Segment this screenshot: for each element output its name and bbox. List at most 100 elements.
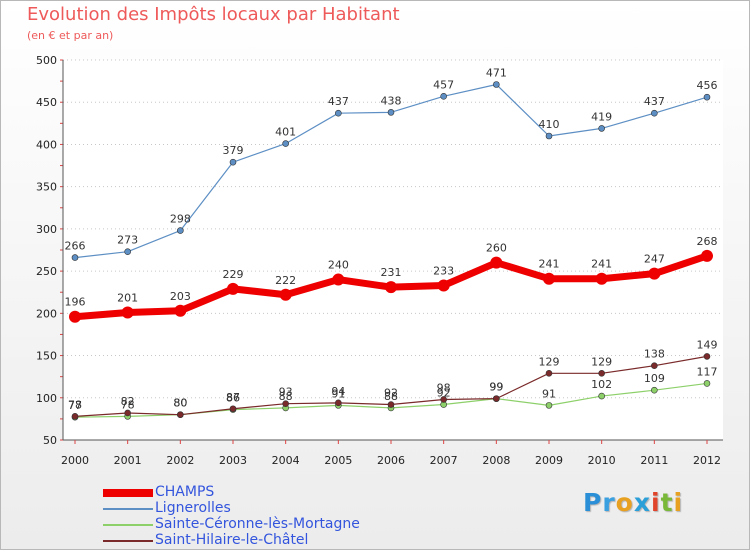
y-tick-label: 150 [36,350,57,363]
y-tick-label: 350 [36,181,57,194]
data-label: 87 [226,391,240,404]
data-point [177,227,184,234]
data-point [335,109,342,117]
data-label: 471 [486,66,507,79]
data-point [545,369,553,377]
x-tick-label: 2012 [693,454,721,467]
legend-item: Sainte-Céronne-lès-Mortagne [103,516,403,532]
x-tick-label: 2008 [482,454,510,467]
data-point [279,288,292,301]
data-label: 379 [223,144,244,157]
data-point [387,401,395,408]
data-point [493,395,500,402]
data-label: 99 [489,381,503,394]
data-label: 457 [433,78,454,91]
y-tick-label: 250 [36,265,57,278]
y-tick-label: 50 [43,434,57,447]
data-label: 437 [644,95,665,108]
data-label: 102 [591,378,612,391]
data-label: 233 [433,264,454,277]
x-tick-label: 2000 [61,454,89,467]
data-point [174,304,187,317]
data-point [598,125,605,132]
legend: CHAMPS Lignerolles Sainte-Céronne-lès-Mort… [103,484,403,548]
data-point [121,306,134,319]
data-label: 456 [697,79,718,92]
data-label: 419 [591,110,612,123]
data-label: 138 [644,348,665,361]
data-point [651,362,658,369]
data-label: 298 [170,213,191,226]
data-label: 437 [328,95,349,108]
legend-label: Lignerolles [155,500,231,516]
data-point [440,93,447,100]
data-point [71,254,79,261]
data-point [332,273,345,286]
data-label: 149 [697,338,718,351]
x-tick-label: 2005 [324,454,352,467]
data-point [598,369,605,377]
legend-item: Saint-Hilaire-le-Châtel [103,532,403,548]
data-point [124,409,131,417]
data-point [227,282,239,295]
data-point [651,109,658,117]
x-tick-label: 2010 [588,454,616,467]
legend-item: CHAMPS [103,484,403,500]
data-point [703,353,711,360]
data-point [335,399,342,407]
data-label: 247 [644,253,665,266]
data-label: 94 [331,385,345,398]
data-label: 410 [539,118,560,131]
data-label: 78 [68,398,82,411]
data-label: 438 [381,94,402,107]
x-tick-label: 2003 [219,454,247,467]
data-point [703,380,711,387]
data-point [387,109,395,116]
chart-subtitle: (en € et par an) [27,29,114,42]
data-point [648,267,661,280]
data-label: 129 [539,355,560,368]
data-label: 99 [489,381,503,394]
x-tick-label: 2007 [430,454,458,467]
data-point [71,413,79,420]
data-point [545,132,553,140]
data-point [69,310,81,323]
data-label: 109 [644,372,665,385]
data-point [440,396,447,403]
proxiti-logo: Proxiti [583,488,684,517]
data-label: 273 [117,234,138,247]
data-point [651,386,658,394]
data-point [282,400,289,407]
data-point [598,392,605,400]
legend-swatch [103,524,153,526]
data-label: 80 [173,397,187,410]
data-label: 80 [173,397,187,410]
data-point [177,411,184,418]
data-point [282,140,289,147]
data-label: 117 [697,365,718,378]
data-label: 88 [384,390,398,403]
data-point [229,405,237,413]
data-point [437,279,450,292]
y-tick-label: 200 [36,307,57,320]
x-tick-label: 2011 [640,454,668,467]
data-label: 92 [384,387,398,400]
data-label: 266 [65,240,86,253]
chart-title: Evolution des Impôts locaux par Habitant [27,4,400,25]
data-point [543,272,555,285]
data-label: 201 [117,291,138,304]
legend-item: Lignerolles [103,500,403,516]
data-label: 222 [275,274,296,287]
data-point [703,93,711,101]
x-tick-label: 2006 [377,454,405,467]
data-label: 401 [275,126,296,139]
data-point [595,272,608,285]
data-point [545,402,553,409]
y-tick-label: 100 [36,392,57,405]
plot-area [63,60,723,440]
x-tick-label: 2001 [114,454,142,467]
data-label: 91 [331,387,345,400]
data-label: 268 [697,235,718,248]
data-label: 98 [437,381,451,394]
